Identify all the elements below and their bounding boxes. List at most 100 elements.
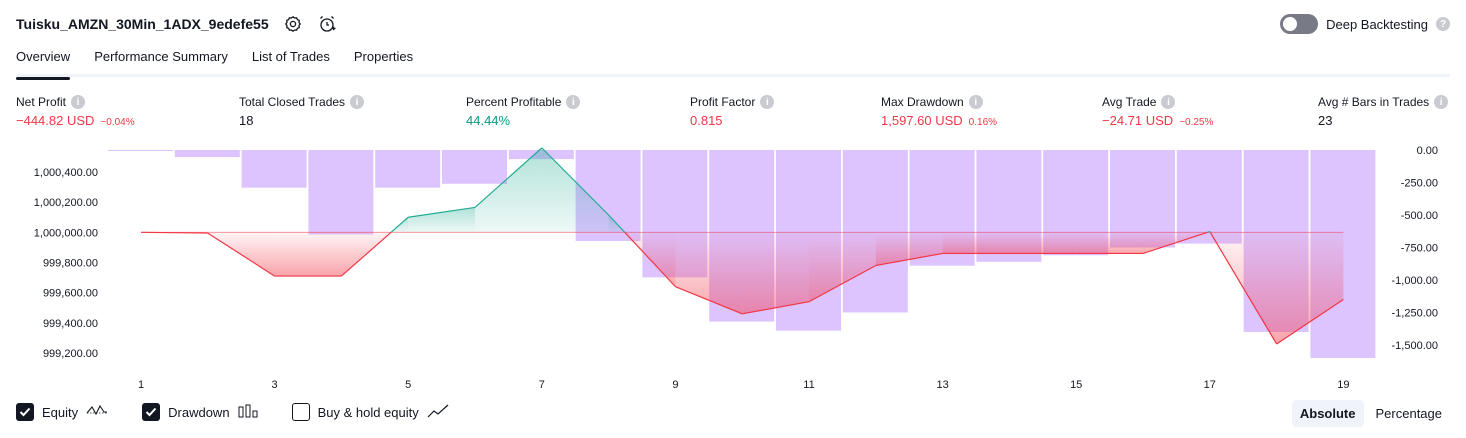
- help-icon[interactable]: ?: [1436, 17, 1450, 31]
- equity-line-segment: [742, 301, 810, 315]
- metric-avg-bars-in-trades: Avg # Bars in Trades i 23: [1318, 94, 1449, 128]
- metric-label: Percent Profitable: [466, 95, 562, 109]
- metric-net-profit: Net Profit i −444.82 USD −0.04%: [16, 94, 135, 128]
- left-axis-tick: 999,200.00: [43, 348, 98, 360]
- metric-value: 0.815: [690, 113, 723, 128]
- checkbox-drawdown[interactable]: [142, 403, 161, 421]
- checkbox-buy-hold[interactable]: [291, 403, 310, 421]
- info-icon[interactable]: i: [566, 95, 581, 109]
- deep-backtesting-label: Deep Backtesting: [1326, 16, 1428, 32]
- header-bar: Tuisku_AMZN_30Min_1ADX_9edefe55: [16, 12, 337, 36]
- equity-line-segment: [1209, 232, 1278, 345]
- legend-buy-hold[interactable]: Buy & hold equity: [291, 403, 449, 421]
- metric-value: 44.44%: [466, 113, 511, 128]
- left-axis-tick: 1,000,400.00: [34, 167, 98, 179]
- equity-loss-area: [1009, 232, 1077, 254]
- info-icon[interactable]: i: [760, 95, 775, 109]
- metric-sub: 0.16%: [968, 117, 998, 128]
- metric-percent-profitable: Percent Profitable i 44.44%: [466, 94, 581, 128]
- trend-line-icon: [427, 404, 449, 421]
- tab-list-of-trades[interactable]: List of Trades: [251, 49, 330, 64]
- metric-label: Total Closed Trades: [239, 95, 346, 109]
- alarm-add-icon[interactable]: [317, 14, 337, 34]
- metric-sub: −0.04%: [100, 117, 135, 128]
- legend-label: Buy & hold equity: [317, 404, 419, 420]
- right-axis-tick: -750.00: [1401, 243, 1438, 255]
- tab-overview[interactable]: Overview: [16, 47, 71, 80]
- toggle-knob: [1283, 17, 1298, 31]
- metric-value: −444.82 USD: [16, 113, 95, 128]
- metric-label: Profit Factor: [690, 95, 756, 109]
- strategy-name: Tuisku_AMZN_30Min_1ADX_9edefe55: [16, 16, 269, 32]
- metric-value: 1,597.60 USD: [881, 113, 963, 128]
- x-axis-tick: 17: [1204, 379, 1216, 391]
- equity-line-segment: [474, 147, 543, 208]
- equity-line-segment: [408, 206, 476, 218]
- drawdown-bar: [308, 150, 374, 235]
- equity-loss-area: [809, 232, 876, 302]
- info-icon[interactable]: i: [968, 95, 983, 109]
- left-axis-tick: 999,800.00: [43, 258, 98, 270]
- x-axis-tick: 13: [936, 379, 948, 391]
- equity-loss-area: [274, 232, 342, 277]
- equity-line-segment: [675, 286, 743, 315]
- right-axis-tick: -500.00: [1401, 210, 1438, 222]
- right-axis-tick: -1,500.00: [1392, 340, 1438, 352]
- drawdown-bar: [1176, 150, 1242, 244]
- equity-line-segment: [608, 214, 626, 233]
- equity-loss-area: [1276, 232, 1344, 344]
- drawdown-bar: [241, 150, 307, 188]
- settings-icon[interactable]: [283, 14, 303, 34]
- equity-loss-area: [742, 232, 809, 314]
- equity-line-segment: [207, 232, 275, 277]
- deep-backtesting-toggle[interactable]: [1280, 14, 1319, 34]
- metric-total-closed-trades: Total Closed Trades i 18: [239, 94, 365, 128]
- metric-avg-trade: Avg Trade i −24.71 USD −0.25%: [1102, 94, 1213, 128]
- drawdown-bar: [375, 150, 441, 188]
- equity-loss-area: [942, 232, 1010, 254]
- metric-label: Net Profit: [16, 95, 67, 109]
- x-axis-tick: 9: [672, 379, 678, 391]
- legend-drawdown[interactable]: Drawdown: [142, 403, 258, 421]
- x-axis-tick: 15: [1070, 379, 1082, 391]
- right-axis-tick: -1,000.00: [1392, 275, 1438, 287]
- equity-drawdown-chart[interactable]: 1,000,400.00 1,000,200.00 1,000,000.00 999,…: [0, 140, 1466, 395]
- info-icon[interactable]: i: [1161, 95, 1176, 109]
- equity-gain-area: [408, 207, 475, 233]
- metric-max-drawdown: Max Drawdown i 1,597.60 USD 0.16%: [881, 94, 997, 128]
- info-icon[interactable]: i: [1434, 95, 1449, 109]
- absolute-button[interactable]: Absolute: [1291, 400, 1364, 427]
- equity-loss-area: [875, 232, 943, 266]
- tab-bar: Overview Performance Summary List of Tra…: [16, 47, 1450, 80]
- metrics-row: Net Profit i −444.82 USD −0.04% Total Clos…: [0, 94, 1466, 134]
- equity-line-segment: [541, 147, 610, 216]
- value-mode-toggle: Absolute Percentage: [1291, 400, 1450, 427]
- tab-properties[interactable]: Properties: [353, 49, 414, 64]
- equity-line-segment: [808, 264, 877, 303]
- x-axis-tick: 7: [539, 379, 545, 391]
- checkbox-equity[interactable]: [16, 403, 34, 421]
- info-icon[interactable]: i: [71, 95, 86, 109]
- metric-value: −24.71 USD: [1102, 113, 1174, 128]
- metric-label: Avg # Bars in Trades: [1318, 95, 1430, 109]
- left-axis-tick: 999,600.00: [43, 288, 98, 300]
- x-axis-tick: 1: [138, 379, 144, 391]
- equity-line-segment: [341, 231, 392, 277]
- chart-legend: Equity Drawdown Buy & hold equity: [16, 403, 483, 421]
- left-axis-tick: 1,000,200.00: [34, 197, 98, 209]
- metric-value: 18: [239, 113, 254, 128]
- drawdown-bar: [108, 150, 173, 151]
- tab-performance-summary[interactable]: Performance Summary: [94, 49, 228, 64]
- info-icon[interactable]: i: [350, 95, 365, 109]
- metric-label: Avg Trade: [1102, 95, 1157, 109]
- equity-line-segment: [624, 231, 676, 288]
- legend-equity[interactable]: Equity: [16, 403, 108, 421]
- equity-line-segment: [1276, 298, 1344, 345]
- drawdown-bar: [174, 150, 240, 158]
- equity-loss-area: [1076, 232, 1143, 254]
- right-axis-tick: -1,250.00: [1392, 308, 1438, 320]
- equity-line-segment: [875, 252, 943, 267]
- metric-label: Max Drawdown: [881, 95, 964, 109]
- equity-line-segment: [390, 216, 409, 233]
- percentage-button[interactable]: Percentage: [1375, 406, 1443, 421]
